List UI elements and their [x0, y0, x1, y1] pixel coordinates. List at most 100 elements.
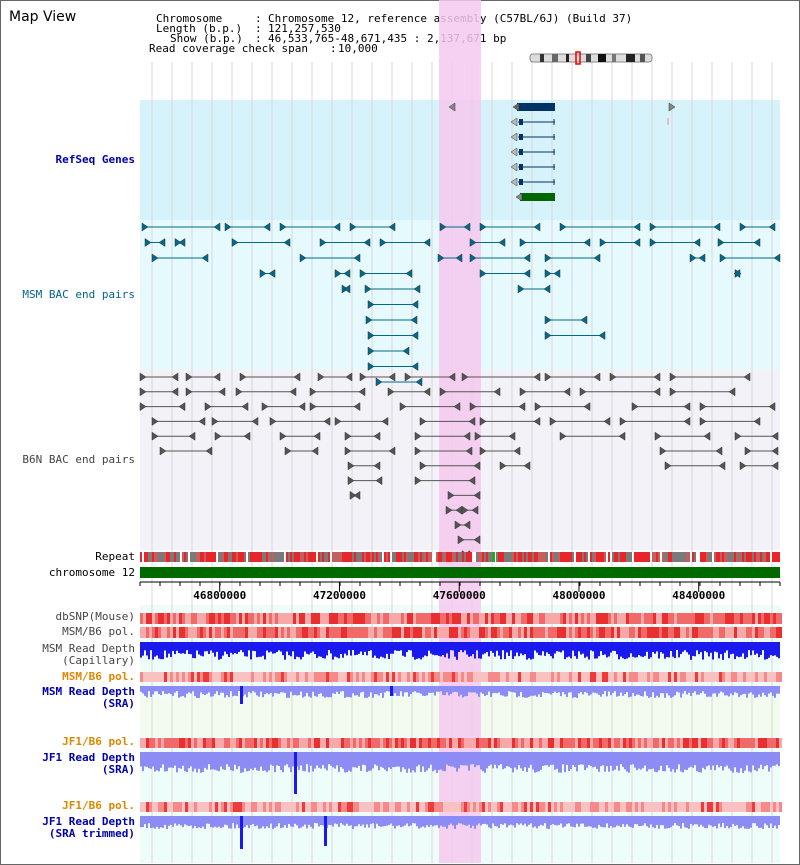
polymorphism-cell — [380, 672, 383, 682]
polymorphism-cell — [695, 627, 698, 638]
polymorphism-cell — [371, 613, 374, 624]
read-depth-bar — [572, 752, 574, 766]
read-depth-bar — [452, 752, 454, 767]
track-label-jf1-depth-sra[interactable]: JF1 Read Depth (SRA) — [42, 751, 135, 776]
polymorphism-cell — [758, 738, 761, 748]
polymorphism-cell — [242, 802, 245, 812]
read-depth-bar — [408, 642, 410, 651]
polymorphism-cell — [629, 672, 632, 682]
read-depth-bar — [372, 686, 374, 698]
polymorphism-cell — [530, 672, 533, 682]
read-depth-bar — [668, 686, 670, 696]
track-label-b6n-bac[interactable]: B6N BAC end pairs — [22, 453, 135, 466]
polymorphism-cell — [581, 627, 584, 638]
track-label-msm-depth-capillary[interactable]: MSM Read Depth (Capillary) — [42, 642, 135, 667]
polymorphism-cell — [512, 613, 515, 624]
repeat-segment — [736, 552, 738, 562]
polymorphism-cell — [692, 613, 695, 624]
b6n-bac-pair-end — [473, 490, 481, 500]
track-label-msm-b6-pol[interactable]: MSM/B6 pol. — [62, 625, 135, 638]
polymorphism-cell — [614, 802, 617, 812]
b6n-bac-pair-end — [479, 446, 487, 456]
track-label-refseq[interactable]: RefSeq Genes — [55, 153, 135, 166]
track-label-dbsnp[interactable]: dbSNP(Mouse) — [55, 610, 135, 623]
polymorphism-cell — [182, 802, 185, 812]
polymorphism-cell — [185, 672, 188, 682]
read-depth-bar — [704, 642, 706, 651]
polymorphism-cell — [176, 613, 179, 624]
b6n-bac-pair-end — [631, 402, 639, 412]
read-depth-bar — [604, 752, 606, 772]
polymorphism-cell — [428, 738, 431, 748]
polymorphism-cell — [449, 613, 452, 624]
track-label-msm-b6-pol-2[interactable]: MSM/B6 pol. — [62, 670, 135, 683]
read-depth-bar — [688, 752, 690, 768]
track-label-repeat[interactable]: Repeat — [95, 550, 135, 563]
polymorphism-cell — [623, 738, 626, 748]
read-depth-bar — [672, 816, 674, 826]
track-label-jf1-depth-trimmed[interactable]: JF1 Read Depth (SRA trimmed) — [42, 815, 135, 840]
read-depth-bar — [538, 686, 540, 695]
read-depth-bar — [648, 816, 650, 828]
read-depth-bar — [266, 816, 268, 827]
track-label-msm-bac[interactable]: MSM BAC end pairs — [22, 288, 135, 301]
polymorphism-cell — [641, 802, 644, 812]
msm-bac-pair-end — [553, 269, 561, 278]
polymorphism-cell — [365, 672, 368, 682]
read-depth-bar — [732, 752, 734, 773]
polymorphism-cell — [590, 613, 593, 624]
polymorphism-cell — [686, 802, 689, 812]
track-label-chromosome[interactable]: chromosome 12 — [48, 566, 135, 579]
read-depth-bar — [596, 642, 598, 659]
polymorphism-cell — [779, 627, 782, 638]
read-depth-bar — [314, 686, 316, 697]
read-depth-bar — [454, 686, 456, 692]
repeat-segment — [462, 552, 464, 562]
polymorphism-cell — [404, 672, 407, 682]
polymorphism-cell — [368, 672, 371, 682]
read-depth-bar — [640, 752, 642, 770]
polymorphism-cell — [287, 627, 290, 638]
polymorphism-cell — [767, 802, 770, 812]
repeat-segment — [140, 552, 142, 562]
polymorphism-cell — [461, 802, 464, 812]
repeat-segment — [590, 552, 592, 562]
polymorphism-cell — [371, 672, 374, 682]
polymorphism-cell — [722, 802, 725, 812]
track-label-msm-depth-sra[interactable]: MSM Read Depth (SRA) — [42, 685, 135, 710]
polymorphism-cell — [254, 613, 257, 624]
read-depth-bar — [446, 752, 448, 765]
track-label-jf1-b6-pol[interactable]: JF1/B6 pol. — [62, 735, 135, 748]
polymorphism-cell — [710, 738, 713, 748]
read-depth-bar — [768, 816, 770, 828]
read-depth-bar — [756, 642, 758, 654]
read-depth-bar — [338, 816, 340, 827]
polymorphism-cell — [545, 738, 548, 748]
read-depth-bar — [644, 816, 646, 824]
read-depth-bar — [248, 686, 250, 692]
read-depth-bar — [306, 686, 308, 693]
polymorphism-cell — [743, 738, 746, 748]
msm-bac-pair-end — [141, 222, 149, 232]
polymorphism-cell — [287, 802, 290, 812]
b6n-bac-pair-end — [353, 402, 361, 412]
read-depth-bar — [426, 816, 428, 826]
polymorphism-cell — [398, 738, 401, 748]
read-depth-bar — [384, 752, 386, 770]
polymorphism-cell — [164, 627, 167, 638]
polymorphism-cell — [173, 738, 176, 748]
repeat-segment — [678, 552, 680, 562]
polymorphism-cell — [455, 613, 458, 624]
b6n-bac-pair-end — [423, 387, 431, 397]
read-depth-bar — [604, 642, 606, 655]
track-label-jf1-b6-pol-2[interactable]: JF1/B6 pol. — [62, 799, 135, 812]
b6n-bac-pair-end — [473, 535, 481, 545]
repeat-segment — [210, 552, 212, 562]
repeat-segment — [682, 552, 684, 562]
read-depth-bar — [280, 642, 282, 652]
polymorphism-cell — [767, 627, 770, 638]
polymorphism-cell — [770, 672, 773, 682]
read-depth-bar — [396, 686, 398, 696]
read-depth-bar — [632, 642, 634, 657]
